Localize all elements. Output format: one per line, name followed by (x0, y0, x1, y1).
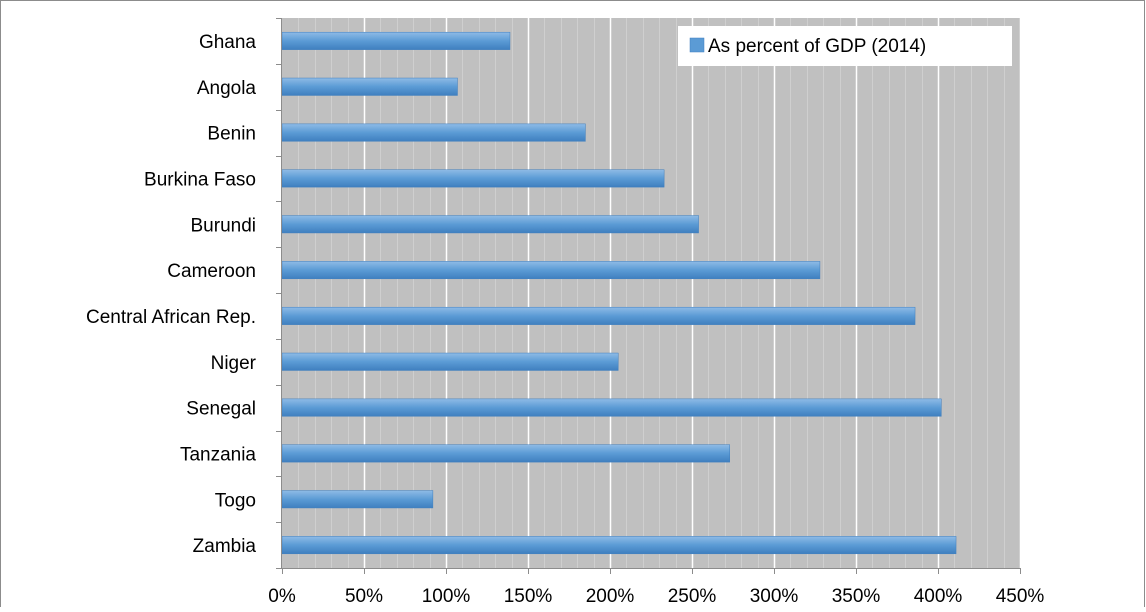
x-tick-label: 200% (586, 586, 635, 607)
bar-tanzania (281, 444, 730, 463)
bar-ghana (281, 31, 511, 50)
y-tick-label: Burundi (191, 215, 257, 236)
x-tick-label: 250% (668, 586, 717, 607)
bar-togo (281, 490, 434, 509)
y-tick-label: Zambia (193, 536, 257, 557)
x-tick-label: 450% (996, 586, 1045, 607)
bar-burundi (281, 215, 699, 234)
x-tick-label: 0% (268, 586, 296, 607)
y-tick-label: Central African Rep. (86, 307, 256, 328)
x-tick-label: 50% (345, 586, 383, 607)
bar-senegal (281, 398, 942, 417)
y-tick-label: Tanzania (180, 444, 256, 465)
y-tick-label: Benin (207, 124, 256, 145)
legend-swatch (689, 37, 705, 53)
major-gridlines (363, 18, 1022, 568)
y-tick-label: Senegal (186, 399, 256, 420)
y-tick-label: Niger (211, 353, 257, 374)
bar-niger (281, 352, 619, 371)
plot-area (282, 18, 1020, 568)
bar-benin (281, 123, 586, 142)
y-axis: Ghana Angola Benin Burkina Faso Burundi Camer… (86, 18, 282, 569)
bar-burkina-faso (281, 169, 665, 188)
x-tick-label: 300% (750, 586, 799, 607)
x-tick-label: 100% (422, 586, 471, 607)
legend-box (678, 26, 1012, 66)
x-tick-label: 150% (504, 586, 553, 607)
bar-cameroon (281, 261, 821, 280)
y-tick-label: Ghana (199, 32, 256, 53)
x-tick-label: 350% (832, 586, 881, 607)
bars-group (281, 31, 957, 555)
y-tick-label: Cameroon (167, 261, 256, 282)
legend-label: As percent of GDP (2014) (708, 36, 926, 57)
legend: As percent of GDP (2014) (678, 26, 1012, 66)
bar-central-african-rep (281, 306, 916, 325)
bar-angola (281, 77, 458, 96)
x-tick-label: 400% (914, 586, 963, 607)
minor-gridlines (298, 18, 1005, 568)
bar-zambia (281, 536, 957, 555)
y-tick-label: Angola (197, 78, 257, 99)
y-tick-label: Togo (215, 490, 256, 511)
x-axis: 0% 50% 100% 150% 200% 250% 300% 350% 400% 450% (268, 568, 1044, 607)
y-tick-label: Burkina Faso (144, 169, 256, 190)
